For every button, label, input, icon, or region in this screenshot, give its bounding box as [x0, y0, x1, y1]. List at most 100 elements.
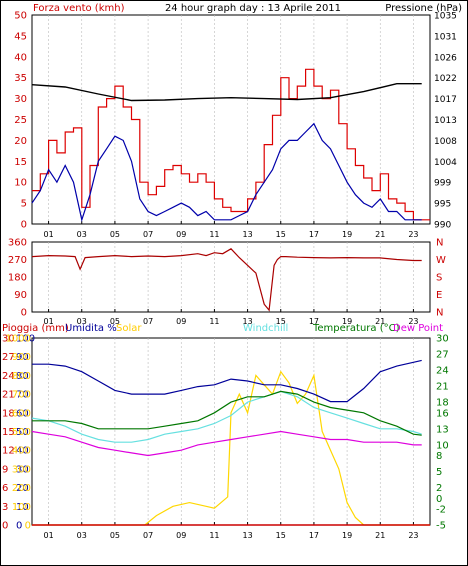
legend-humidity: Umidita % [65, 323, 117, 334]
temperature-tick-label: 0 [436, 494, 442, 505]
wind-tick-label-x: 07 [143, 230, 153, 239]
rain-tick-label: 0 [2, 521, 8, 532]
solar-tick-label: 900 [12, 352, 31, 363]
weather-tick-label-x: 15 [276, 531, 286, 540]
pressure-tick-label-y: 999 [434, 179, 451, 189]
wind-tick-label-y: 50 [14, 11, 27, 22]
weather-tick-label-x: 11 [209, 531, 219, 540]
temperature-tick-label: 16 [436, 408, 449, 419]
rain-tick-label: 27 [2, 352, 15, 363]
pressure-tick-label-y: 1022 [434, 74, 457, 84]
weather-tick-label-x: 07 [143, 531, 153, 540]
legend-rain: Pioggia (mm) [2, 323, 69, 334]
pressure-tick-label-y: 1035 [434, 12, 457, 22]
temperature-line [32, 390, 422, 436]
pressure-tick-label-y: 1004 [434, 158, 457, 168]
rain-tick-label: 6 [2, 483, 8, 494]
pressure-tick-label-y: 990 [434, 221, 451, 231]
pressure-tick-label-y: 995 [434, 200, 451, 210]
temperature-tick-label: 10 [436, 440, 449, 451]
rain-tick-label: 12 [2, 446, 15, 457]
direction-tick-label-y: 90 [14, 290, 27, 301]
pressure-tick-label-y: 1031 [434, 32, 457, 42]
humidity-tick-label: 10 [16, 502, 29, 513]
direction-chart: 01 03 05 07 09 11 13 15 17 19 21 23090180270360NESW… [8, 238, 446, 327]
graph-title: 24 hour graph day : 13 Aprile 2011 [165, 3, 341, 14]
rain-tick-label: 3 [2, 502, 8, 513]
rain-tick-label: 18 [2, 408, 15, 419]
compass-label: W [436, 255, 446, 266]
solar-tick-label: 1000 [6, 334, 31, 345]
wind-tick-label-y: 0 [21, 220, 27, 231]
wind-tick-label-y: 35 [14, 73, 27, 84]
wind-tick-label-x: 03 [77, 230, 87, 239]
direction-tick-label-x: 17 [309, 317, 319, 326]
rain-tick-label: 21 [2, 390, 15, 401]
wind-tick-label-x: 19 [342, 230, 352, 239]
temperature-tick-label: -2 [436, 504, 446, 515]
windchill-line [31, 390, 422, 443]
direction-tick-label-x: 11 [209, 317, 219, 326]
temperature-tick-label: 21 [436, 382, 449, 393]
temperature-tick-label: 18 [436, 398, 449, 409]
wind-tick-label-y: 45 [14, 31, 27, 42]
compass-label: S [436, 273, 442, 284]
direction-tick-label-y: 360 [8, 238, 27, 249]
wind-tick-label-y: 20 [14, 136, 27, 147]
direction-tick-label-x: 07 [143, 317, 153, 326]
solar-tick-label: 700 [12, 390, 31, 401]
wind-tick-label-y: 25 [14, 115, 27, 126]
pressure-axis-title: Pressione (hPa) [385, 3, 462, 14]
solar-tick-label: 600 [12, 408, 31, 419]
weather-tick-label-x: 09 [176, 531, 186, 540]
temperature-tick-label: 8 [436, 451, 442, 462]
direction-tick-label-x: 19 [342, 317, 352, 326]
direction-tick-label-x: 21 [375, 317, 385, 326]
temperature-tick-label: 13 [436, 424, 449, 435]
wind-tick-label-x: 09 [176, 230, 186, 239]
humidity-tick-label: 50 [16, 427, 29, 438]
dewpoint-line [31, 430, 422, 457]
wind-tick-label-x: 21 [375, 230, 385, 239]
humidity-tick-label: 70 [16, 390, 29, 401]
humidity-line [32, 359, 422, 403]
solar-tick-label: 300 [12, 464, 31, 475]
solar-tick-label: 400 [12, 446, 31, 457]
temperature-tick-label: 2 [436, 483, 442, 494]
wind-tick-label-y: 40 [14, 52, 27, 63]
weather-tick-label-x: 05 [110, 531, 120, 540]
humidity-tick-label: 30 [16, 464, 29, 475]
wind-direction-line [31, 248, 422, 312]
rain-tick-label: 9 [2, 464, 8, 475]
compass-label: E [436, 290, 442, 301]
temperature-tick-label: 27 [436, 350, 449, 361]
weather-tick-label-x: 17 [309, 531, 319, 540]
rain-tick-label: 30 [2, 334, 15, 345]
weather-tick-label-x: 21 [375, 531, 385, 540]
temperature-tick-label: -5 [436, 521, 446, 532]
pressure-tick-label-y: 1017 [434, 95, 457, 105]
direction-tick-label-x: 13 [242, 317, 252, 326]
wind-average-line [31, 122, 422, 223]
temperature-tick-label: 5 [436, 467, 442, 478]
wind-tick-label-x: 15 [276, 230, 286, 239]
wind-axis-title: Forza vento (kmh) [33, 3, 125, 14]
rain-tick-label: 24 [2, 371, 15, 382]
temperature-tick-label: 30 [436, 334, 449, 345]
direction-panel [31, 241, 431, 313]
weather-tick-label-x: 19 [342, 531, 352, 540]
direction-tick-label-x: 15 [276, 317, 286, 326]
legend-dewpoint: Dew Point [393, 323, 443, 334]
direction-tick-label-y: 270 [8, 255, 27, 266]
humidity-tick-label: 20 [16, 483, 29, 494]
legend-solar: Solar [116, 323, 142, 334]
direction-tick-label-y: 180 [8, 273, 27, 284]
wind-tick-label-y: 5 [21, 199, 27, 210]
temperature-tick-label: 24 [436, 366, 449, 377]
rain-tick-label: 15 [2, 427, 15, 438]
wind-tick-label-x: 17 [309, 230, 319, 239]
humidity-tick-label: 60 [16, 408, 29, 419]
